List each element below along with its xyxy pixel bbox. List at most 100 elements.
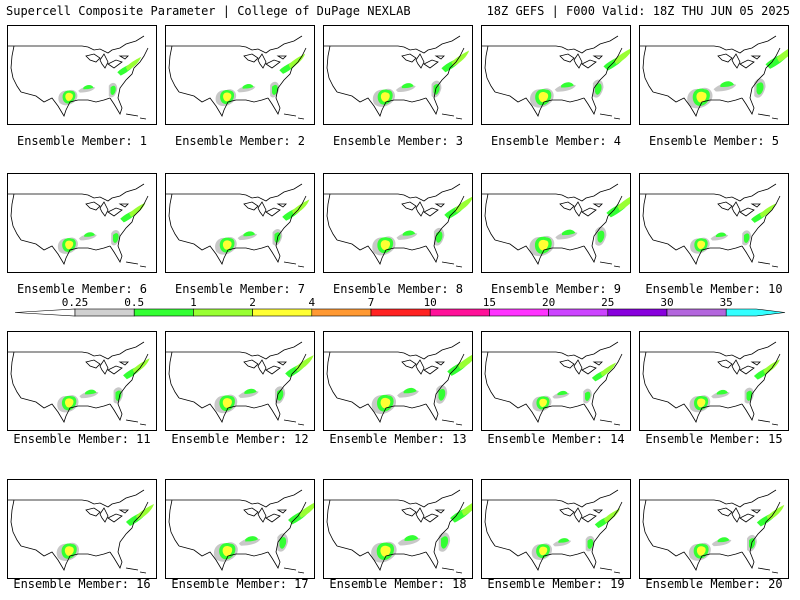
scp-contour (277, 389, 284, 401)
coastline (750, 361, 761, 366)
valid-time: 18Z GEFS | F000 Valid: 18Z THU JUN 05 20… (486, 4, 790, 18)
coastline (10, 499, 22, 547)
coastline (257, 359, 267, 375)
ensemble-map-panel (7, 479, 157, 579)
coastline (118, 361, 129, 366)
ensemble-member-label: Ensemble Member: 10 (645, 282, 783, 296)
us-map (482, 341, 623, 426)
scp-contour (715, 232, 727, 237)
color-legend (14, 308, 786, 317)
coastline (757, 567, 779, 574)
coastline (109, 501, 149, 569)
scp-contour (696, 546, 706, 556)
us-map (482, 35, 630, 120)
coastline (283, 419, 305, 426)
scp-contour (539, 398, 547, 407)
coastline (741, 353, 781, 421)
coastline (441, 261, 463, 268)
coastline (267, 195, 307, 263)
scp-field (530, 48, 630, 108)
scp-field (214, 355, 314, 414)
coastline (265, 59, 281, 69)
coastline (283, 113, 305, 120)
coastline (99, 507, 109, 523)
coastline (559, 53, 575, 63)
scp-contour (85, 389, 97, 395)
coastline (741, 195, 781, 263)
coastline (739, 207, 755, 217)
us-map (482, 489, 623, 574)
coastline (441, 567, 463, 574)
scp-contour (113, 233, 119, 243)
scp-field (690, 203, 776, 254)
ensemble-member-label: Ensemble Member: 17 (171, 577, 309, 591)
scp-contour (720, 81, 734, 87)
coastline (423, 513, 439, 523)
ensemble-map-panel (639, 25, 789, 125)
scp-contour (595, 83, 602, 95)
legend-tick-label: 0.25 (61, 296, 89, 309)
coastline (581, 207, 597, 217)
coastline (583, 501, 623, 569)
coastline (99, 359, 109, 375)
coastline (8, 489, 145, 508)
ensemble-map-panel (639, 173, 789, 273)
coastline (750, 509, 761, 514)
ensemble-map-panel (7, 25, 157, 125)
coastline (166, 489, 303, 508)
scp-contour (759, 203, 776, 218)
coastline (324, 341, 461, 360)
coastline (10, 45, 22, 93)
ensemble-member-label: Ensemble Member: 20 (645, 577, 783, 591)
legend-tick-label: 20 (541, 296, 556, 309)
coastline (243, 53, 259, 63)
scp-field (57, 358, 150, 413)
coastline (20, 91, 111, 117)
coastline (757, 113, 779, 120)
coastline (494, 545, 585, 571)
coastline (415, 507, 425, 523)
scp-contour (243, 231, 256, 237)
coastline (326, 499, 338, 547)
legend-swatch (311, 308, 372, 317)
legend-swatch (548, 308, 609, 317)
coastline (276, 203, 287, 208)
scp-contour (763, 359, 780, 375)
us-map (640, 489, 785, 574)
coastline (581, 365, 597, 375)
scp-contour (288, 53, 306, 69)
scp-contour (83, 84, 94, 90)
coastline (652, 545, 743, 571)
ensemble-map-panel (7, 173, 157, 273)
us-map (8, 35, 149, 120)
coastline (118, 55, 129, 60)
scp-contour (697, 398, 706, 408)
us-map (8, 489, 154, 574)
scp-contour (461, 503, 472, 516)
scp-contour (538, 239, 549, 251)
coastline (166, 35, 303, 54)
scp-contour (380, 545, 391, 557)
coastline (573, 201, 583, 217)
coastline (573, 53, 583, 69)
scp-contour (603, 508, 621, 523)
scp-contour (617, 196, 630, 211)
coastline (642, 45, 654, 93)
legend-tick-label: 7 (367, 296, 375, 309)
us-map (166, 489, 314, 574)
legend-swatch (193, 308, 253, 317)
coastline (107, 59, 123, 69)
coastline (166, 183, 303, 202)
coastline (168, 351, 180, 399)
ensemble-member-label: Ensemble Member: 15 (645, 432, 783, 446)
coastline (750, 55, 761, 60)
scp-field (532, 362, 616, 412)
ensemble-member-label: Ensemble Member: 16 (13, 577, 151, 591)
us-map (640, 341, 781, 426)
ensemble-member-label: Ensemble Member: 7 (174, 282, 306, 296)
coastline (243, 359, 259, 369)
ensemble-member-label: Ensemble Member: 13 (329, 432, 467, 446)
scp-field (371, 354, 472, 414)
scp-contour (380, 240, 391, 251)
scp-contour (561, 82, 574, 88)
